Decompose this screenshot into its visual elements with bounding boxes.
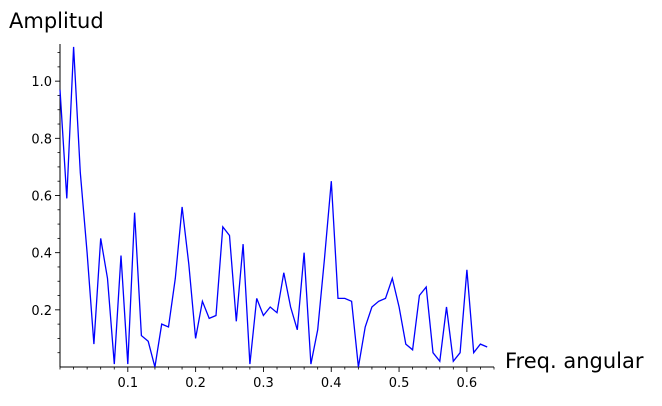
x-tick-label: 0.4 [321,376,342,391]
data-point [66,198,67,199]
y-tick-label: 0.2 [31,304,52,319]
data-point [134,212,135,213]
data-point [120,255,121,256]
data-point [87,252,88,253]
x-tick-label: 0.5 [389,376,410,391]
data-point [324,258,325,259]
ticks-layer: 0.1 0.2 0.3 0.4 0.5 0.6 0.2 0.4 0.6 0.8 1.0 [31,52,495,391]
data-point [412,349,413,350]
x-tick-label: 0.2 [185,376,206,391]
data-point [148,341,149,342]
data-point [168,326,169,327]
data-point [229,235,230,236]
data-point [473,352,474,353]
data-point [337,298,338,299]
data-point [480,344,481,345]
data-point [426,286,427,287]
data-point [114,364,115,365]
data-point [290,306,291,307]
data-point [304,252,305,253]
data-point [283,272,284,273]
data-point [175,278,176,279]
data-point [100,238,101,239]
data-point [154,366,155,367]
data-point [344,298,345,299]
data-point [392,278,393,279]
data-point [202,301,203,302]
y-axis-title: Amplitud [9,9,104,33]
data-point [93,344,94,345]
data-point [188,263,189,264]
data-point [446,306,447,307]
data-point [209,318,210,319]
y-tick-label: 0.4 [31,247,52,262]
x-tick-label: 0.6 [457,376,478,391]
data-point [371,306,372,307]
data-point [181,206,182,207]
data-point [276,312,277,313]
data-point [310,364,311,365]
data-point [59,89,60,90]
series-line [59,46,488,368]
y-tick-label: 0.6 [31,189,52,204]
data-point [459,352,460,353]
data-point [398,306,399,307]
x-tick-label: 0.3 [253,376,274,391]
data-point [249,364,250,365]
data-point [270,306,271,307]
data-point [215,315,216,316]
data-point [263,315,264,316]
data-point [161,324,162,325]
data-point [453,361,454,362]
data-point [487,346,488,347]
data-point [378,301,379,302]
x-axis-title: Freq. angular [505,349,644,373]
data-point [432,352,433,353]
data-point [466,269,467,270]
data-point [297,329,298,330]
data-point [141,335,142,336]
data-point [107,278,108,279]
points-layer [59,46,487,367]
data-point [365,326,366,327]
y-tick-label: 1.0 [31,75,52,90]
data-point [73,46,74,47]
data-point [317,329,318,330]
data-point [419,295,420,296]
data-point [351,301,352,302]
data-point [358,366,359,367]
data-point [439,361,440,362]
data-point [256,298,257,299]
data-point [80,172,81,173]
data-point [195,338,196,339]
data-point [242,243,243,244]
data-point [222,226,223,227]
data-point [331,181,332,182]
x-tick-label: 0.1 [117,376,138,391]
y-tick-label: 0.8 [31,132,52,147]
data-point [385,298,386,299]
data-point [236,321,237,322]
data-point [127,364,128,365]
data-point [405,344,406,345]
